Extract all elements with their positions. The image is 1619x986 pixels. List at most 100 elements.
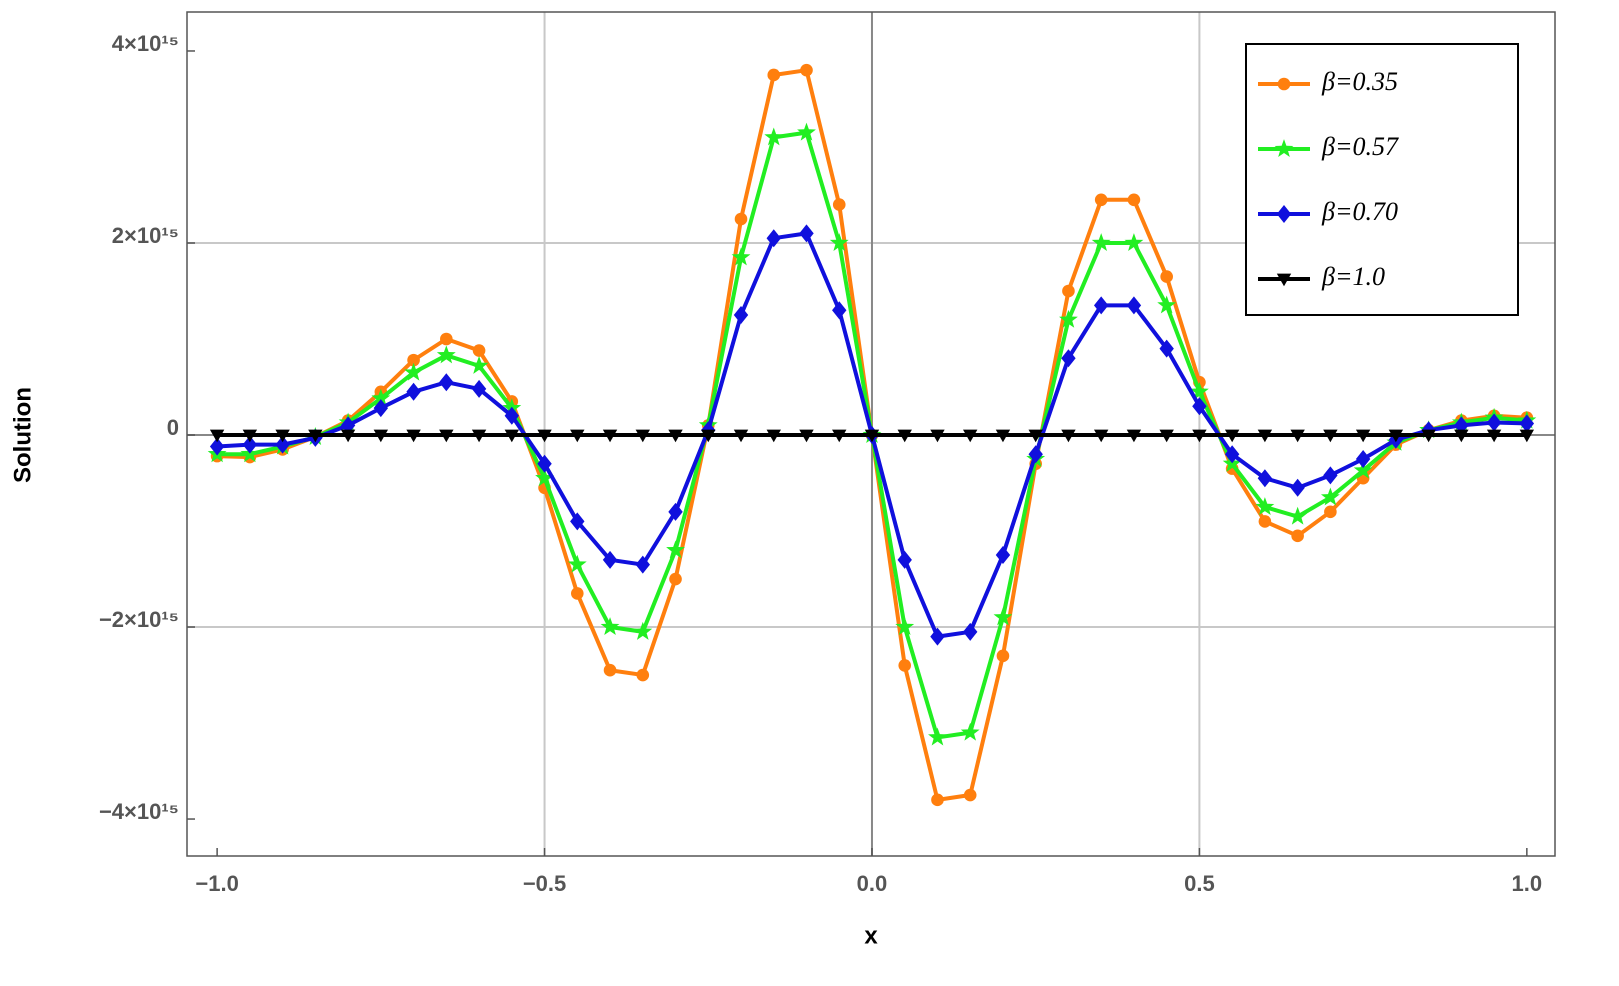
- data-point: [504, 429, 520, 443]
- data-point: [469, 355, 489, 374]
- data-point: [799, 224, 814, 243]
- x-tick-label: −0.5: [523, 871, 566, 896]
- data-point: [930, 429, 945, 443]
- data-point: [1388, 429, 1404, 443]
- data-point: [733, 305, 749, 324]
- data-point: [1189, 381, 1209, 400]
- data-point: [1353, 460, 1373, 479]
- data-point: [930, 627, 945, 646]
- data-point: [800, 63, 813, 77]
- data-point: [898, 659, 912, 672]
- data-point: [1192, 397, 1207, 416]
- legend-marker: [1276, 273, 1292, 287]
- y-tick-label: 2×10¹⁵: [112, 223, 179, 248]
- data-point: [406, 429, 421, 443]
- data-point: [373, 399, 389, 418]
- data-point: [895, 617, 915, 636]
- data-point: [1062, 284, 1075, 298]
- data-point: [1519, 429, 1535, 443]
- data-point: [636, 668, 650, 682]
- data-point: [567, 554, 587, 573]
- data-point: [832, 429, 847, 443]
- data-point: [701, 429, 716, 443]
- data-point: [439, 373, 454, 392]
- data-point: [734, 212, 748, 226]
- data-point: [471, 379, 487, 398]
- data-point: [764, 127, 784, 146]
- data-point: [1355, 429, 1371, 443]
- data-point: [436, 345, 456, 364]
- data-point: [832, 198, 846, 211]
- data-point: [340, 429, 356, 443]
- data-point: [733, 429, 749, 443]
- data-point: [1486, 429, 1502, 443]
- data-point: [1323, 466, 1338, 485]
- data-point: [1028, 429, 1043, 443]
- data-point: [668, 429, 683, 443]
- data-point: [209, 437, 225, 456]
- data-point: [797, 122, 816, 141]
- data-point: [1290, 478, 1305, 497]
- data-point: [242, 435, 258, 454]
- data-point: [1257, 469, 1273, 488]
- data-point: [602, 550, 618, 569]
- y-axis-label: Solution: [9, 387, 36, 483]
- data-point: [995, 429, 1011, 443]
- data-point: [1290, 429, 1305, 443]
- data-point: [1486, 413, 1502, 432]
- data-point: [635, 555, 650, 574]
- data-point: [1124, 233, 1144, 252]
- legend-marker: [1276, 205, 1292, 223]
- data-point: [897, 429, 912, 443]
- x-tick-label: 0.5: [1184, 871, 1215, 896]
- data-point: [1159, 429, 1174, 443]
- y-tick-label: 4×10¹⁵: [112, 31, 179, 56]
- data-point: [995, 546, 1011, 565]
- data-point: [308, 429, 323, 443]
- y-tick-label: −4×10¹⁵: [99, 799, 179, 824]
- data-point: [471, 429, 487, 443]
- data-point: [1355, 450, 1371, 469]
- data-point: [1519, 414, 1535, 433]
- x-axis-label: x: [864, 922, 878, 949]
- data-point: [766, 429, 781, 443]
- legend-marker: [1277, 77, 1291, 91]
- data-point: [1127, 193, 1141, 207]
- data-point: [1288, 506, 1308, 525]
- data-point: [537, 429, 552, 443]
- data-point: [931, 793, 944, 807]
- data-point: [603, 663, 617, 677]
- data-point: [1061, 429, 1076, 443]
- data-point: [1320, 487, 1340, 506]
- data-point: [1324, 505, 1337, 519]
- data-point: [1255, 497, 1275, 516]
- data-point: [570, 512, 585, 531]
- data-point: [1291, 529, 1304, 543]
- data-point: [1093, 429, 1109, 443]
- data-point: [897, 550, 912, 569]
- data-point: [731, 247, 751, 266]
- data-point: [928, 727, 947, 746]
- data-point: [1157, 295, 1177, 314]
- data-point: [666, 540, 685, 559]
- legend-label: β=0.57: [1321, 132, 1399, 161]
- x-tick-label: 1.0: [1512, 871, 1543, 896]
- data-point: [1093, 296, 1109, 315]
- legend-label: β=0.70: [1321, 197, 1398, 226]
- data-point: [602, 429, 618, 443]
- y-tick-label: −2×10¹⁵: [99, 607, 179, 632]
- data-point: [1224, 445, 1240, 464]
- data-point: [832, 301, 847, 320]
- data-point: [1258, 515, 1272, 528]
- data-point: [371, 388, 391, 407]
- data-point: [209, 429, 225, 443]
- data-point: [766, 229, 781, 248]
- data-point: [635, 429, 650, 443]
- data-point: [1091, 233, 1111, 252]
- data-point: [799, 429, 814, 443]
- legend-label: β=1.0: [1321, 262, 1385, 291]
- data-point: [537, 454, 552, 473]
- data-point: [407, 353, 420, 367]
- data-point: [373, 429, 389, 443]
- data-point: [1257, 429, 1273, 443]
